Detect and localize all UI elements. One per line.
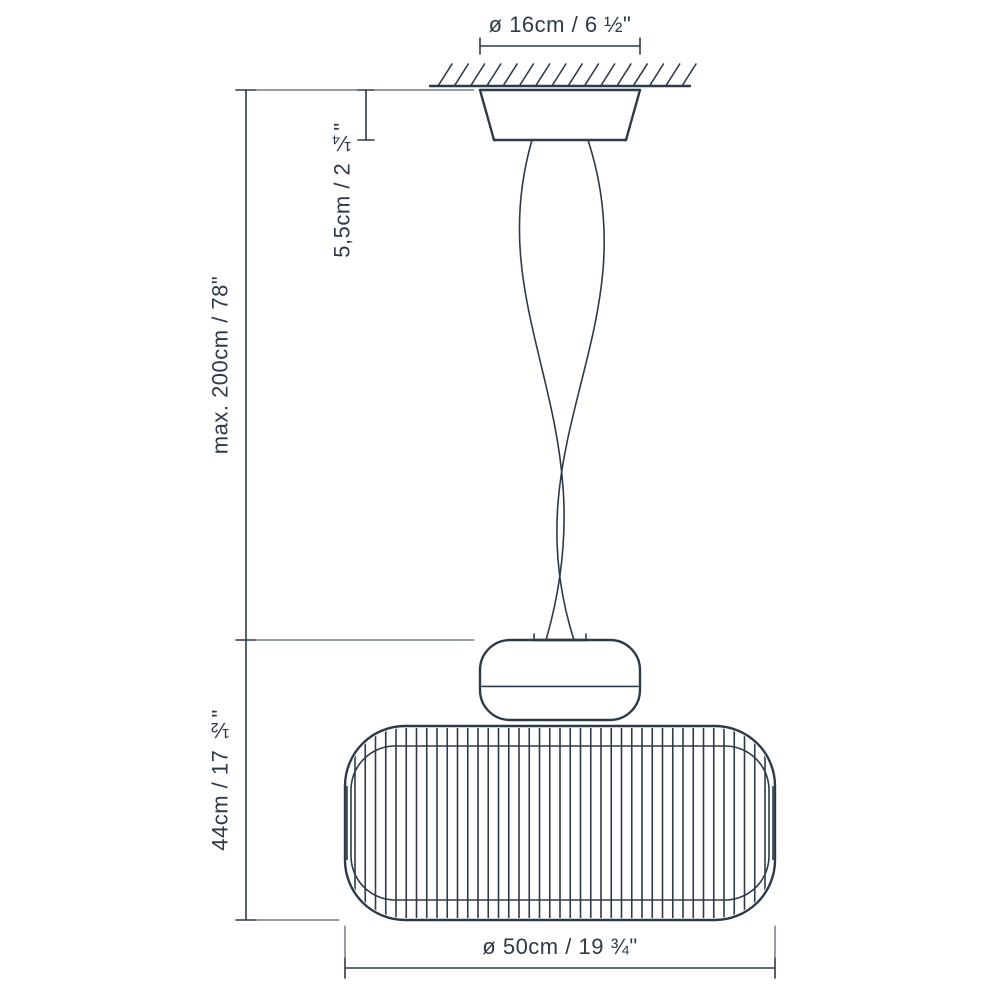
dim-canopy-height: 5,5cm / 2 ¼": [330, 122, 355, 257]
dim-canopy-diameter: ø 16cm / 6 ½": [489, 12, 632, 37]
dim-shade-height: 44cm / 17 ½": [208, 709, 233, 851]
dim-total-drop: max. 200cm / 78": [208, 276, 233, 454]
dim-shade-diameter: ø 50cm / 19 ¾": [482, 934, 637, 959]
